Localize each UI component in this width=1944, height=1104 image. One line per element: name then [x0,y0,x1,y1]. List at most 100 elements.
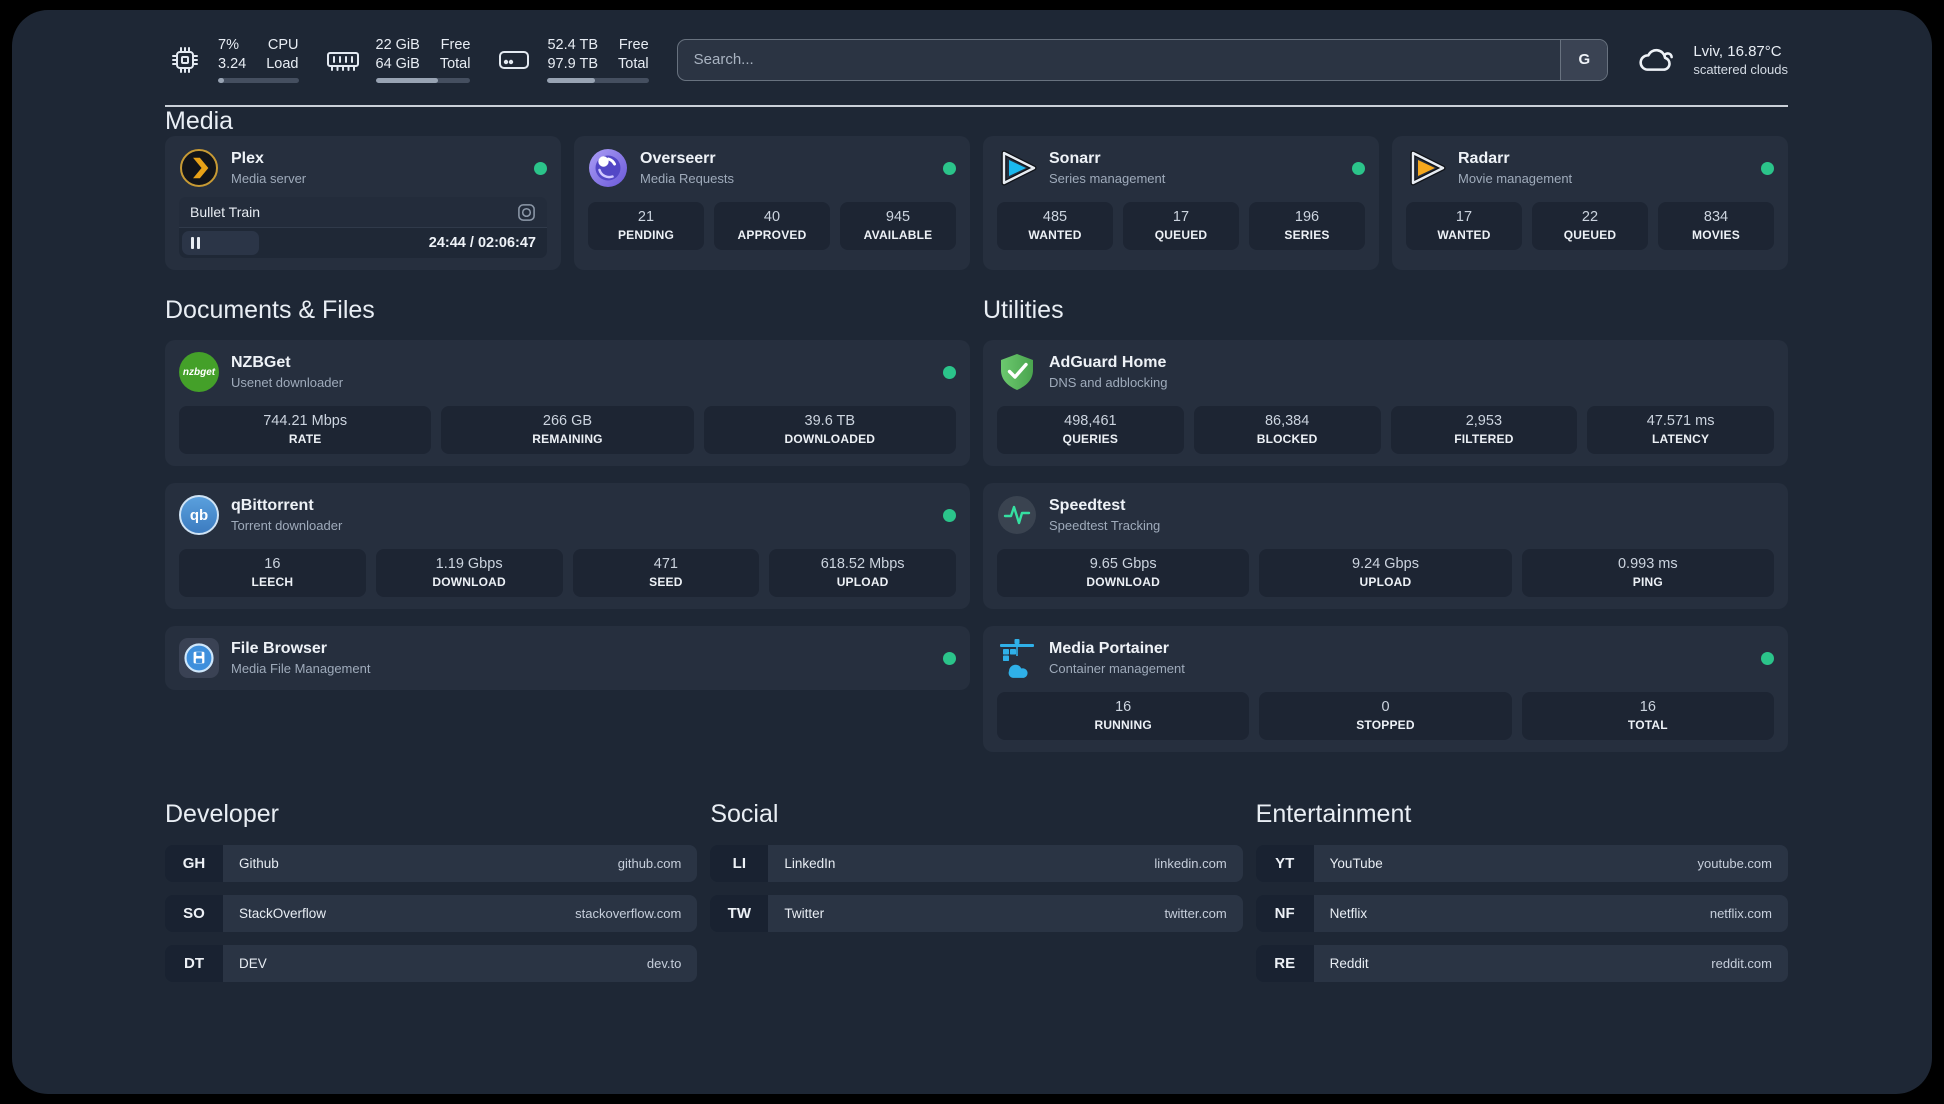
app-card-file-browser[interactable]: File Browser Media File Management [165,626,970,690]
bookmark-url: github.com [617,856,682,871]
stat-label: DOWNLOAD [1086,575,1160,589]
sysstat-progress-bar [218,78,299,83]
stat-value: 834 [1703,209,1729,225]
app-subtitle: Series management [1049,171,1166,186]
bookmark-abbr: SO [165,895,223,932]
bookmark-twitter[interactable]: TW Twitter twitter.com [710,895,1243,932]
playback-bar: 24:44 / 02:06:47 [179,228,547,258]
bookmark-stackoverflow[interactable]: SO StackOverflow stackoverflow.com [165,895,698,932]
bookmark-link[interactable]: StackOverflow stackoverflow.com [223,895,698,932]
bookmark-github[interactable]: GH Github github.com [165,845,698,882]
bookmark-netflix[interactable]: NF Netflix netflix.com [1255,895,1788,932]
stats-row: 744.21 Mbps RATE 266 GB REMAINING 39.6 T… [179,406,956,454]
stat-label: SERIES [1284,228,1330,242]
bookmark-link[interactable]: Netflix netflix.com [1313,895,1788,932]
bookmark-link[interactable]: YouTube youtube.com [1313,845,1788,882]
portainer-icon [997,638,1037,678]
app-card-qbittorrent[interactable]: qb qBittorrent Torrent downloader 16 LEE… [165,483,970,609]
bookmark-link[interactable]: DEV dev.to [223,945,698,982]
status-indicator-online [1352,161,1365,175]
app-card-nzbget[interactable]: nzbget NZBGet Usenet downloader 744.21 M… [165,340,970,466]
bookmark-youtube[interactable]: YT YouTube youtube.com [1255,845,1788,882]
dashboard-panel: 7% CPU 3.24 Load 22 GiB Free 64 GiB Total 52… [12,10,1932,1094]
bookmark-linkedin[interactable]: LI LinkedIn linkedin.com [710,845,1243,882]
bookmark-section-social: Social LI LinkedIn linkedin.com TW Twitt… [710,800,1243,995]
stat-box-download: 1.19 Gbps DOWNLOAD [375,549,563,597]
app-subtitle: Media File Management [231,661,371,676]
stat-box-movies: 834 MOVIES [1658,202,1774,250]
stat-label: REMAINING [532,432,603,446]
stat-value: 485 [1042,209,1068,225]
stat-label: DOWNLOAD [432,575,506,589]
bookmark-link[interactable]: Reddit reddit.com [1313,945,1788,982]
app-card-adguard-home[interactable]: AdGuard Home DNS and adblocking 498,461 … [983,340,1788,466]
bookmark-link[interactable]: LinkedIn linkedin.com [768,845,1243,882]
video-session-icon [517,203,536,222]
stat-label: BLOCKED [1256,432,1318,446]
stat-value: 0 [1381,699,1390,715]
search-input[interactable] [677,39,1561,80]
stats-row: 9.65 Gbps DOWNLOAD 9.24 Gbps UPLOAD 0.99… [997,549,1774,597]
section-media: Media Plex Media server Bullet Train 24:… [165,107,1788,270]
stat-box-upload: 9.24 Gbps UPLOAD [1259,549,1512,597]
app-card-radarr[interactable]: Radarr Movie management 17 WANTED 22 QUE… [1392,136,1788,270]
stat-value: 17 [1172,209,1190,225]
qbittorrent-icon: qb [179,495,219,535]
stat-box-wanted: 17 WANTED [1406,202,1522,250]
app-card-plex[interactable]: Plex Media server Bullet Train 24:44 / 0… [165,136,561,270]
bookmark-name: StackOverflow [239,906,327,921]
bookmark-abbr: LI [710,845,769,882]
media-cards-row: Plex Media server Bullet Train 24:44 / 0… [165,136,1788,270]
header-divider [165,105,1788,107]
bookmark-dev[interactable]: DT DEV dev.to [165,945,698,982]
stat-label: SEED [649,575,683,589]
weather-widget: Lviv, 16.87°C scattered clouds [1636,43,1788,77]
stat-value: 21 [637,209,655,225]
app-card-overseerr[interactable]: Overseerr Media Requests 21 PENDING 40 A… [574,136,970,270]
search-bar[interactable]: G [676,38,1609,81]
app-card-speedtest[interactable]: Speedtest Speedtest Tracking 9.65 Gbps D… [983,483,1788,609]
bookmark-name: Netflix [1329,906,1368,921]
app-card-media-portainer[interactable]: Media Portainer Container management 16 … [983,626,1788,752]
bookmark-link[interactable]: Twitter twitter.com [768,895,1243,932]
sysstat-label: CPU [267,37,299,53]
sysstat-value: 7% [218,37,239,53]
stat-box-upload: 618.52 Mbps UPLOAD [769,549,956,597]
radarr-icon [1406,148,1446,188]
bookmark-url: youtube.com [1697,856,1772,871]
app-name: Media Portainer [1049,640,1170,657]
playback-progress [182,231,260,255]
app-name: qBittorrent [231,497,314,514]
stat-value: 9.24 Gbps [1352,556,1419,572]
stat-label: PING [1632,575,1663,589]
middle-columns: Documents & Files nzbget NZBGet Usenet d… [165,296,1788,752]
stat-label: TOTAL [1627,718,1668,732]
stat-box-leech: 16 LEECH [179,549,366,597]
now-playing-widget: Bullet Train 24:44 / 02:06:47 [179,197,547,258]
stats-row: 17 WANTED 22 QUEUED 834 MOVIES [1406,202,1774,250]
bookmark-name: LinkedIn [784,856,836,871]
stat-box-series: 196 SERIES [1249,202,1365,250]
stat-value: 196 [1294,209,1320,225]
stat-label: QUEUED [1563,228,1617,242]
search-engine-button[interactable]: G [1560,39,1608,80]
bookmark-link[interactable]: Github github.com [223,845,698,882]
app-name: Speedtest [1049,497,1126,514]
stat-value: 16 [1115,699,1132,715]
app-card-header: Media Portainer Container management [997,638,1774,678]
bookmark-name: DEV [239,956,267,971]
stat-label: UPLOAD [836,575,889,589]
sysstat-label: Free [440,37,471,53]
sysstat-label: Free [618,37,649,53]
stat-box-approved: 40 APPROVED [714,202,830,250]
bookmark-section-developer: Developer GH Github github.com SO StackO… [165,800,698,995]
bookmark-name: Github [239,856,279,871]
stat-label: RATE [288,432,322,446]
bookmark-reddit[interactable]: RE Reddit reddit.com [1255,945,1788,982]
app-card-header: AdGuard Home DNS and adblocking [997,352,1774,392]
stat-box-stopped: 0 STOPPED [1259,692,1512,740]
stat-label: STOPPED [1356,718,1415,732]
stat-label: QUEUED [1154,228,1208,242]
overseerr-icon [588,148,628,188]
app-card-sonarr[interactable]: Sonarr Series management 485 WANTED 17 Q… [983,136,1379,270]
